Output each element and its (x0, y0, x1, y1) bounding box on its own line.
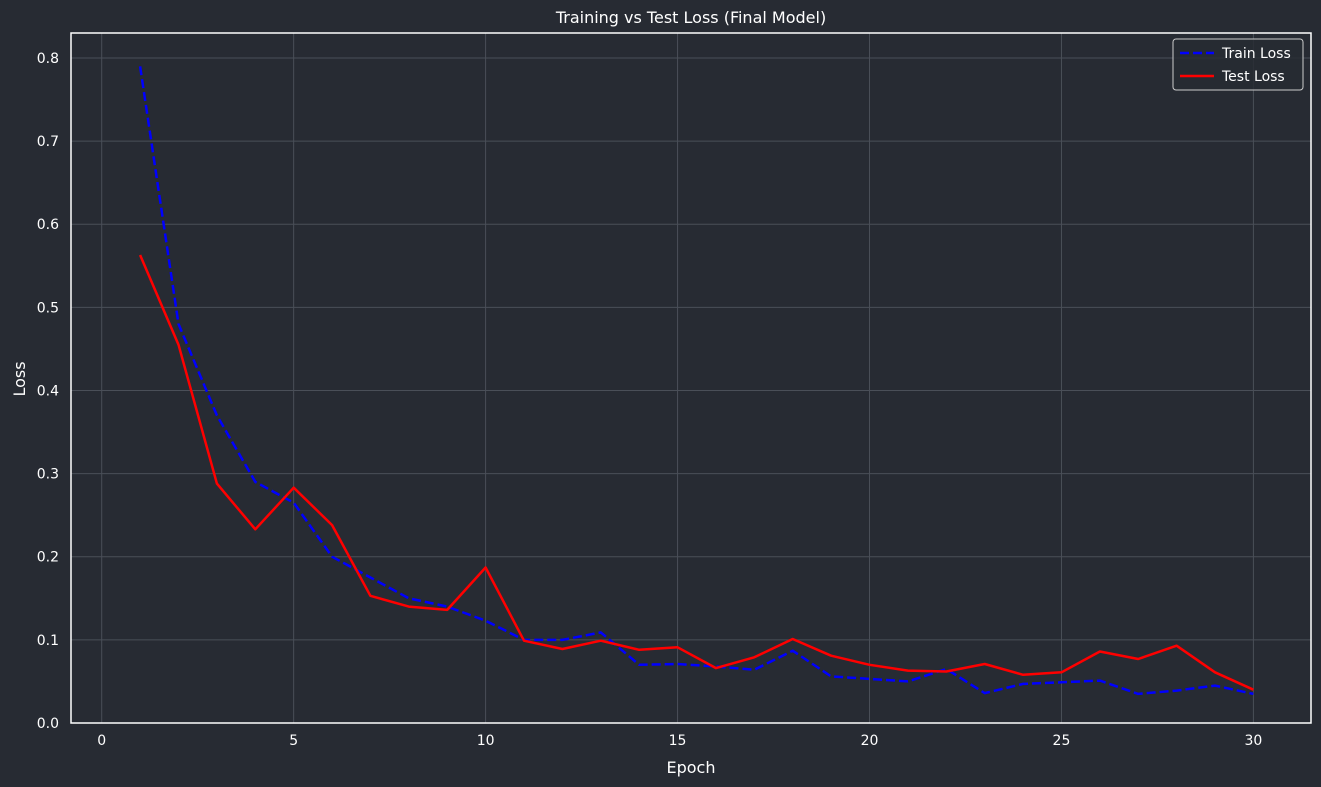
x-tick-label-1: 5 (289, 733, 298, 749)
x-tick-label-3: 15 (669, 733, 687, 749)
x-axis-label: Epoch (667, 758, 716, 777)
x-tick-label-6: 30 (1245, 733, 1263, 749)
grid (71, 33, 1311, 724)
chart-title: Training vs Test Loss (Final Model) (555, 8, 826, 27)
series-line-test-loss (138, 254, 1254, 691)
y-tick-label-7: 0.7 (37, 134, 59, 150)
x-ticks: 0 5 10 15 20 25 30 (97, 733, 1262, 749)
y-ticks: 0.0 0.1 0.2 0.3 0.4 0.5 0.6 0.7 0.8 (37, 51, 59, 732)
legend-label-test-loss: Test Loss (1221, 69, 1285, 85)
series-layer (138, 66, 1254, 696)
y-tick-label-6: 0.6 (37, 217, 59, 233)
y-tick-label-1: 0.1 (37, 633, 59, 649)
x-tick-label-5: 25 (1053, 733, 1071, 749)
y-tick-label-3: 0.3 (37, 467, 59, 483)
x-tick-label-0: 0 (97, 733, 106, 749)
x-tick-label-2: 10 (477, 733, 495, 749)
plot-frame (70, 32, 1312, 724)
y-tick-label-8: 0.8 (37, 51, 59, 67)
legend-label-train-loss: Train Loss (1221, 46, 1291, 62)
legend: Train Loss Test Loss (1172, 38, 1304, 91)
plot-background (71, 33, 1311, 723)
y-tick-label-5: 0.5 (37, 300, 59, 316)
y-tick-label-4: 0.4 (37, 383, 59, 399)
y-tick-label-2: 0.2 (37, 550, 59, 566)
y-axis-label: Loss (10, 361, 29, 396)
y-tick-label-0: 0.0 (37, 716, 59, 732)
x-tick-label-4: 20 (861, 733, 879, 749)
series-line-train-loss (138, 66, 1254, 696)
